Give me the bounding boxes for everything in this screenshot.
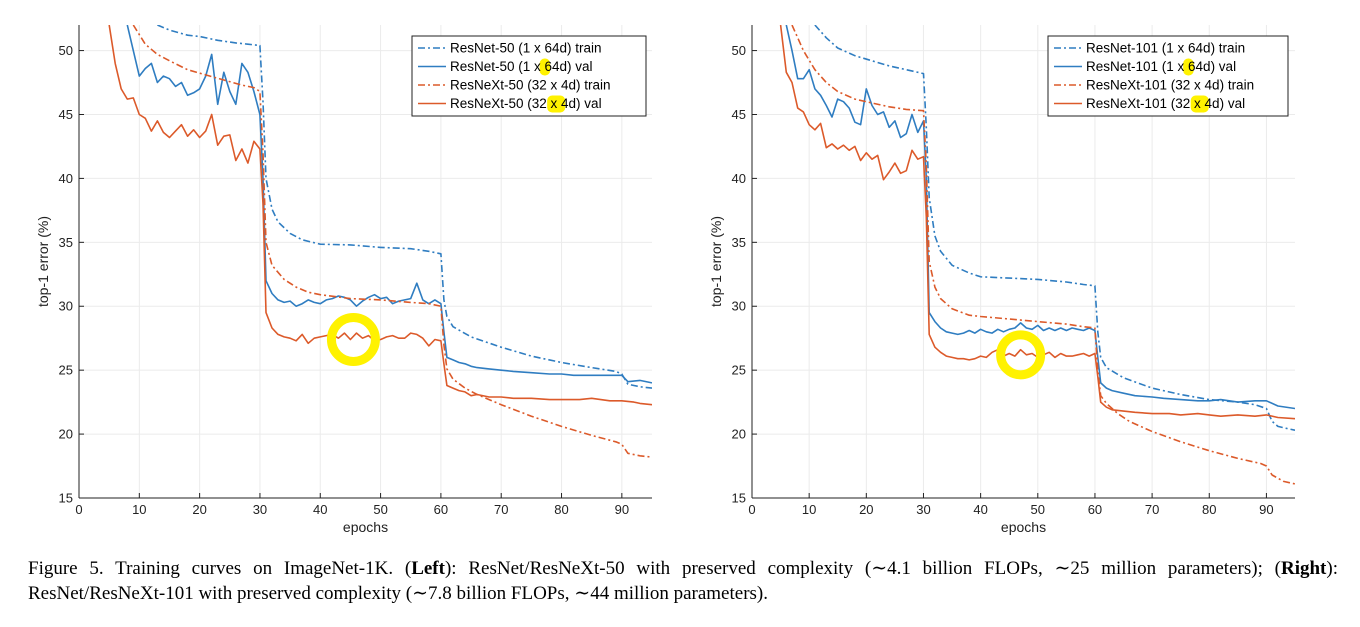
chart-right: 0 10 20 30 40 50 60 70 80 90 15 20 25 30 35 40 45 50 epoch…: [680, 0, 1360, 550]
caption-left-text: ): ResNet/ResNeXt-50 with preserved comp…: [444, 558, 1281, 579]
right-x-tick-label-5: 50: [1031, 502, 1045, 517]
right-y-axis-label: top-1 error (%): [708, 216, 724, 307]
left-x-tick-label-5: 50: [373, 502, 387, 517]
right-x-tick-label-1: 10: [802, 502, 816, 517]
caption-right-word: Right: [1280, 558, 1327, 579]
right-legend-highlight-3-0: [1190, 95, 1209, 113]
chart-left: 0 10 20 30 40 50 60 70 80 90 15 20 25 30 35 40 45 50 epoch…: [0, 0, 680, 550]
right-legend-highlight-1-0: [1183, 58, 1194, 76]
right-x-tick-label-9: 90: [1259, 502, 1273, 517]
right-legend-label-0: ResNet-101 (1 x 64d) train: [1086, 41, 1245, 56]
right-highlight-circle: [996, 330, 1046, 380]
right-x-tick-label-6: 60: [1088, 502, 1102, 517]
right-y-tick-label-4: 35: [732, 235, 746, 250]
right-y-tick-label-5: 40: [732, 171, 746, 186]
right-y-tick-label-2: 25: [732, 363, 746, 378]
left-x-tick-label-6: 60: [434, 502, 448, 517]
right-x-tick-label-8: 80: [1202, 502, 1216, 517]
caption-right-text: ): ResNet/ResNeXt-101 with preserved com…: [28, 558, 1338, 604]
left-x-tick-label-1: 10: [132, 502, 146, 517]
left-highlight-circle: [326, 312, 380, 366]
right-legend-box: [1047, 35, 1289, 117]
left-series-line-0: [157, 25, 652, 389]
caption-intro: Training curves on ImageNet-1K. (: [115, 558, 412, 579]
left-legend-label-3: ResNeXt-50 (32 x 4d) val: [450, 96, 602, 111]
left-x-tick-label-7: 70: [494, 502, 508, 517]
left-y-tick-label-2: 25: [59, 363, 73, 378]
right-x-tick-label-2: 20: [859, 502, 873, 517]
left-x-axis-label: epochs: [343, 519, 388, 535]
left-legend-label-1: ResNet-50 (1 x 64d) val: [450, 59, 593, 74]
left-y-tick-label-3: 30: [59, 299, 73, 314]
left-legend-highlight-1-0: [539, 58, 551, 76]
left-x-tick-label-4: 40: [313, 502, 327, 517]
left-y-tick-label-0: 15: [59, 491, 73, 506]
left-x-tick-label-3: 30: [253, 502, 267, 517]
right-series-line-2: [791, 25, 1295, 485]
caption-figure-label: Figure 5.: [28, 558, 104, 579]
left-x-tick-label-9: 90: [615, 502, 629, 517]
right-y-tick-label-0: 15: [732, 491, 746, 506]
left-y-tick-label-6: 45: [59, 107, 73, 122]
chart-left-svg: 0 10 20 30 40 50 60 70 80 90 15 20 25 30 35 40 45 50 epoch…: [35, 25, 652, 535]
left-x-tick-label-0: 0: [75, 502, 82, 517]
right-series-line-0: [814, 25, 1295, 431]
left-legend-box: [411, 35, 647, 117]
left-legend-label-2: ResNeXt-50 (32 x 4d) train: [450, 78, 611, 93]
right-y-tick-label-6: 45: [732, 107, 746, 122]
right-series-line-1: [785, 25, 1295, 410]
left-y-axis-label: top-1 error (%): [35, 216, 51, 307]
right-plot-area: [779, 25, 1295, 485]
left-y-tick-label-5: 40: [59, 171, 73, 186]
figure-caption: Figure 5. Training curves on ImageNet-1K…: [28, 556, 1338, 606]
right-x-tick-label-0: 0: [748, 502, 755, 517]
right-x-tick-label-4: 40: [973, 502, 987, 517]
right-legend-label-3: ResNeXt-101 (32 x 4d) val: [1086, 96, 1245, 111]
right-y-tick-label-3: 30: [732, 299, 746, 314]
right-x-tick-label-7: 70: [1145, 502, 1159, 517]
left-y-tick-label-1: 20: [59, 427, 73, 442]
left-legend-label-0: ResNet-50 (1 x 64d) train: [450, 41, 602, 56]
left-x-tick-label-2: 20: [192, 502, 206, 517]
left-series-line-1: [126, 25, 652, 384]
chart-right-svg: 0 10 20 30 40 50 60 70 80 90 15 20 25 30 35 40 45 50 epoch…: [708, 25, 1295, 535]
right-series-line-3: [779, 25, 1295, 420]
right-x-tick-label-3: 30: [916, 502, 930, 517]
left-x-tick-label-8: 80: [554, 502, 568, 517]
left-series-line-2: [132, 25, 652, 458]
left-y-tick-label-4: 35: [59, 235, 73, 250]
right-legend-label-2: ResNeXt-101 (32 x 4d) train: [1086, 78, 1254, 93]
right-legend-label-1: ResNet-101 (1 x 64d) val: [1086, 59, 1236, 74]
left-y-tick-label-7: 50: [59, 43, 73, 58]
right-x-axis-label: epochs: [1001, 519, 1046, 535]
left-legend-highlight-3-0: [547, 95, 566, 113]
caption-left-word: Left: [411, 558, 445, 579]
right-y-tick-label-7: 50: [732, 43, 746, 58]
right-y-tick-label-1: 20: [732, 427, 746, 442]
